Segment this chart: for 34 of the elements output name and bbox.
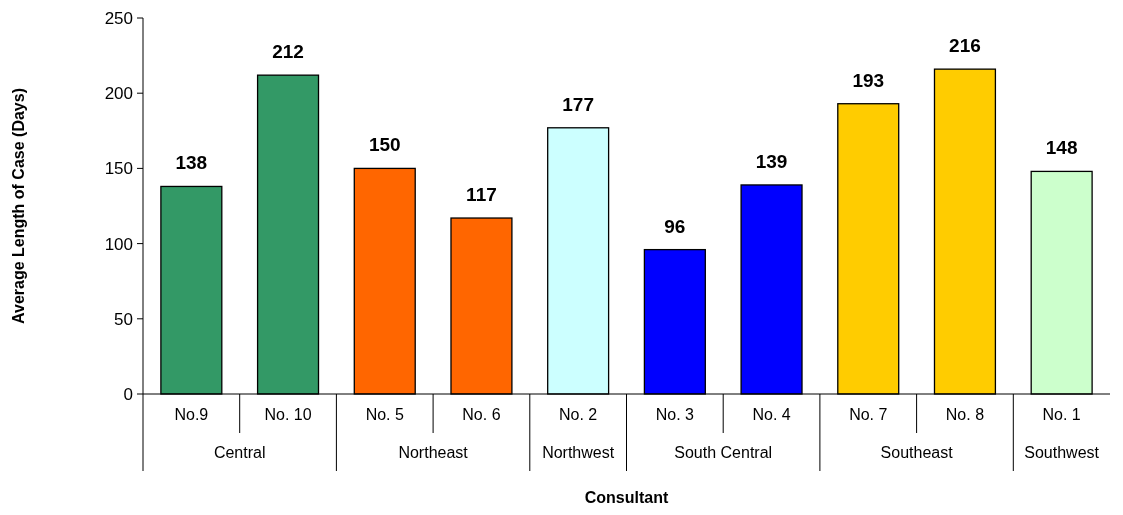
data-label: 177 [562,93,594,115]
x-tick-label: No. 8 [945,406,985,423]
y-tick-label: 0 [123,384,133,404]
text: Southeast [880,444,954,461]
text: Central [213,444,266,461]
text: Northwest [542,444,615,461]
data-label: 148 [1045,137,1078,159]
x-tick-label: No. 2 [559,406,598,423]
x-tick-label: No. 6 [462,406,501,423]
x-tick-label: No. 1 [1042,406,1081,423]
y-tick-label: 250 [104,8,133,28]
x-tick-label: No. 10 [264,406,312,423]
x-axis-title: Consultant [584,489,669,506]
text: South Central [674,444,773,461]
data-label: 150 [368,134,401,156]
y-tick-label: 150 [104,159,133,179]
data-label: 216 [949,35,981,57]
text: Northeast [398,444,469,461]
x-tick-label: No. 3 [655,406,695,423]
x-tick-label: No. 7 [849,406,888,423]
x-tick-label: No. 4 [752,406,791,423]
data-label: 138 [175,152,208,174]
data-label: 96 [664,215,686,237]
data-label: 139 [755,150,788,172]
y-tick-label: 50 [114,309,133,329]
text: Southwest [1024,444,1100,461]
y-tick-label: 200 [104,84,133,104]
x-tick-label: No.9 [174,406,209,423]
data-label: 212 [272,41,304,63]
y-tick-label: 100 [104,234,133,254]
data-label: 193 [852,69,885,91]
y-axis-title: Average Length of Case (Days) [10,88,27,324]
data-label: 117 [466,184,497,206]
x-tick-label: No. 5 [365,406,404,423]
